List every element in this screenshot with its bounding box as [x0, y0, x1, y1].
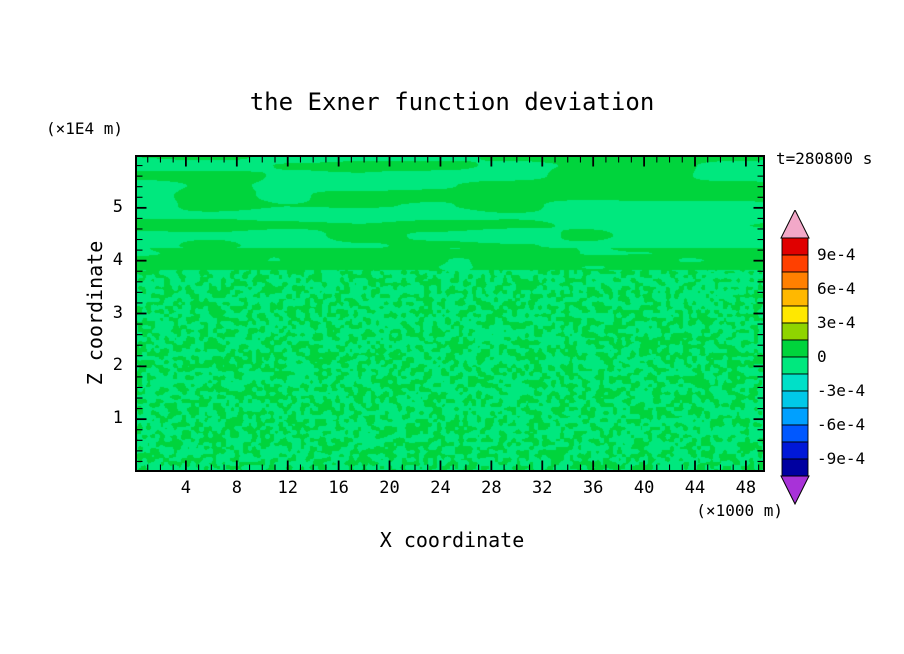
x-axis-units: (×1000 m): [696, 501, 783, 520]
y-axis-units: (×1E4 m): [46, 119, 124, 138]
x-tick-label: 28: [481, 478, 502, 498]
colorbar-segment: [781, 373, 809, 392]
x-tick-label: 8: [231, 478, 242, 498]
colorbar-segment: [781, 390, 809, 409]
colorbar-segment: [781, 407, 809, 426]
y-tick-label: 1: [112, 408, 123, 429]
x-tick-label: 12: [277, 478, 298, 498]
colorbar-label: -6e-4: [817, 415, 865, 434]
x-tick-label: 32: [532, 478, 553, 498]
colorbar-label: -3e-4: [817, 381, 865, 400]
colorbar-segment: [781, 288, 809, 307]
y-tick-label: 3: [112, 302, 123, 323]
colorbar-segment: [781, 237, 809, 256]
x-tick-label: 24: [430, 478, 451, 498]
colorbar: 9e-4 6e-4 3e-4 0 -3e-4 -6e-4 -9e-4: [780, 210, 865, 506]
y-tick-label: 5: [112, 196, 123, 217]
chart-title: the Exner function deviation: [249, 88, 655, 116]
plot-area: [135, 155, 765, 472]
time-stamp: t=280800 s: [776, 149, 873, 168]
colorbar-segment: [781, 305, 809, 324]
colorbar-segment: [781, 254, 809, 273]
colorbar-segment: [781, 424, 809, 443]
colorbar-label: 9e-4: [817, 245, 856, 264]
y-tick-label: 4: [112, 249, 123, 270]
contour-field: [135, 155, 765, 472]
colorbar-segment: [781, 356, 809, 375]
colorbar-under-arrow: [780, 475, 810, 506]
x-tick-label: 4: [180, 478, 192, 498]
colorbar-label: 6e-4: [817, 279, 856, 298]
x-tick-label: 44: [684, 478, 706, 498]
colorbar-segment: [781, 339, 809, 358]
x-axis-label: X coordinate: [379, 528, 525, 552]
y-tick-label: 2: [112, 355, 123, 376]
colorbar-over-arrow: [780, 210, 810, 239]
x-tick-label: 16: [328, 478, 349, 498]
colorbar-segment: [781, 271, 809, 290]
x-tick-label: 48: [735, 478, 757, 498]
colorbar-label: 0: [817, 347, 827, 366]
colorbar-segment: [781, 441, 809, 460]
colorbar-segment: [781, 458, 809, 477]
x-tick-label: 20: [379, 478, 400, 498]
colorbar-label: 3e-4: [817, 313, 856, 332]
x-tick-label: 36: [582, 478, 604, 498]
colorbar-label: -9e-4: [817, 449, 865, 468]
colorbar-segment: [781, 322, 809, 341]
x-tick-label: 40: [633, 478, 655, 498]
